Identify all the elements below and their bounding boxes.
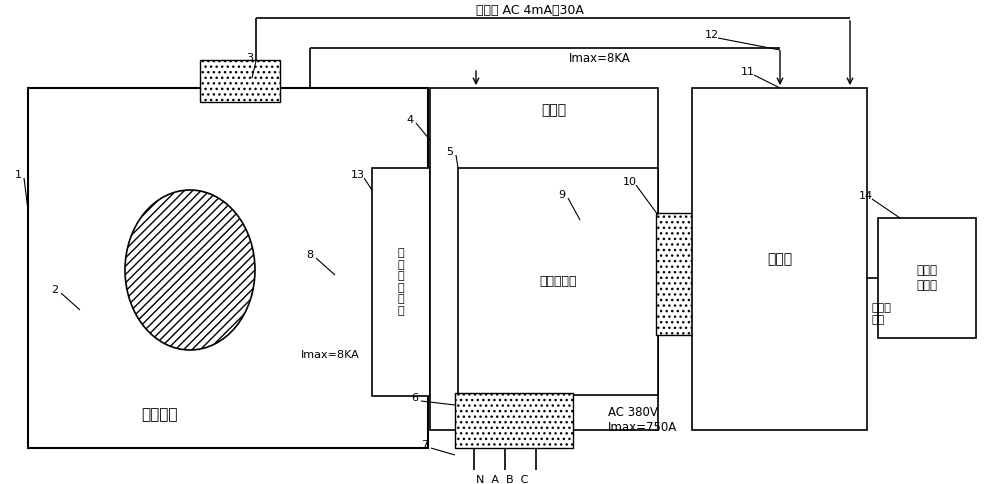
Bar [692,88,867,430]
Bar [656,213,694,335]
Text: 负载室: 负载室 [541,103,567,117]
Text: 5: 5 [446,147,454,157]
Text: 漏电流 AC 4mA～30A: 漏电流 AC 4mA～30A [476,3,584,16]
Ellipse shape [125,190,255,350]
Text: 6: 6 [412,393,418,403]
Text: 控制柜: 控制柜 [767,252,792,266]
Text: 电波暗室: 电波暗室 [142,408,178,423]
Bar [458,168,658,395]
Text: Imax=8KA: Imax=8KA [301,350,359,360]
Text: 2: 2 [51,285,59,295]
Bar [372,168,430,396]
Text: 11: 11 [741,67,755,77]
Text: 13: 13 [351,170,365,180]
Text: 以太网
信号: 以太网 信号 [872,303,892,325]
Text: 7: 7 [421,440,429,450]
Text: Imax=8KA: Imax=8KA [569,51,631,64]
Text: 14: 14 [859,191,873,201]
Text: 信
号
采
集
系
统: 信 号 采 集 系 统 [398,248,404,316]
Text: 4: 4 [406,115,414,125]
Text: 多磁路系统: 多磁路系统 [539,275,577,288]
Bar [200,60,280,102]
Text: 9: 9 [558,190,566,200]
Text: 3: 3 [246,53,254,63]
Bar [28,88,428,448]
Text: AC 380V
Imax=750A: AC 380V Imax=750A [608,406,677,434]
Text: 10: 10 [623,177,637,187]
Text: 以太网
交换机: 以太网 交换机 [916,264,938,292]
Text: 12: 12 [705,30,719,40]
Text: 1: 1 [14,170,22,180]
Bar [878,218,976,338]
Text: 8: 8 [306,250,314,260]
Bar [455,393,573,448]
Bar [430,88,658,430]
Text: N  A  B  C: N A B C [476,475,528,484]
